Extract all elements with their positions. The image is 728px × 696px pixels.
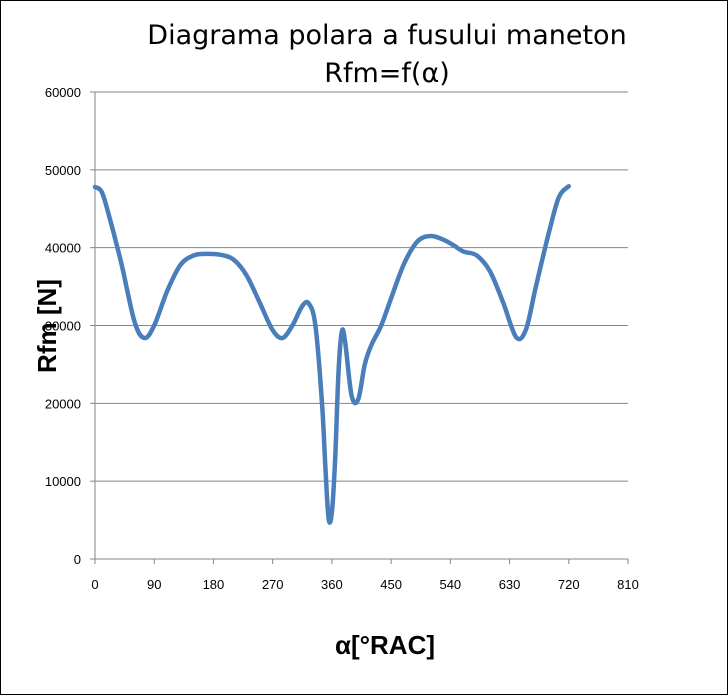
series-layer (92, 183, 572, 525)
x-tick-label: 0 (91, 577, 98, 592)
y-tick-label: 30000 (45, 319, 81, 334)
y-tick-label: 40000 (45, 241, 81, 256)
x-tick-label: 450 (380, 577, 402, 592)
y-tick-label: 0 (74, 552, 81, 567)
x-axis-title: α[°RAC] (335, 630, 435, 660)
chart-subtitle: Rfm=f(α) (324, 58, 450, 89)
x-tick-label: 630 (499, 577, 521, 592)
tick-layer: 0 10000 20000 30000 40000 50000 60000 0 90 180 270… (45, 85, 639, 592)
chart-title: Diagrama polara a fusului maneton (147, 20, 626, 51)
x-tick-label: 720 (558, 577, 580, 592)
y-tick-label: 20000 (45, 396, 81, 411)
x-tick-label: 540 (439, 577, 461, 592)
y-tick-label: 10000 (45, 474, 81, 489)
axis-layer (90, 91, 629, 564)
x-tick-label: 810 (617, 577, 639, 592)
x-tick-label: 180 (203, 577, 225, 592)
y-axis-title: Rfm [N] (32, 279, 62, 373)
x-tick-label: 90 (147, 577, 161, 592)
y-tick-label: 50000 (45, 163, 81, 178)
x-tick-label: 360 (321, 577, 343, 592)
y-tick-label: 60000 (45, 85, 81, 100)
x-tick-label: 270 (262, 577, 284, 592)
grid-layer (95, 91, 628, 482)
series-line (92, 183, 572, 525)
